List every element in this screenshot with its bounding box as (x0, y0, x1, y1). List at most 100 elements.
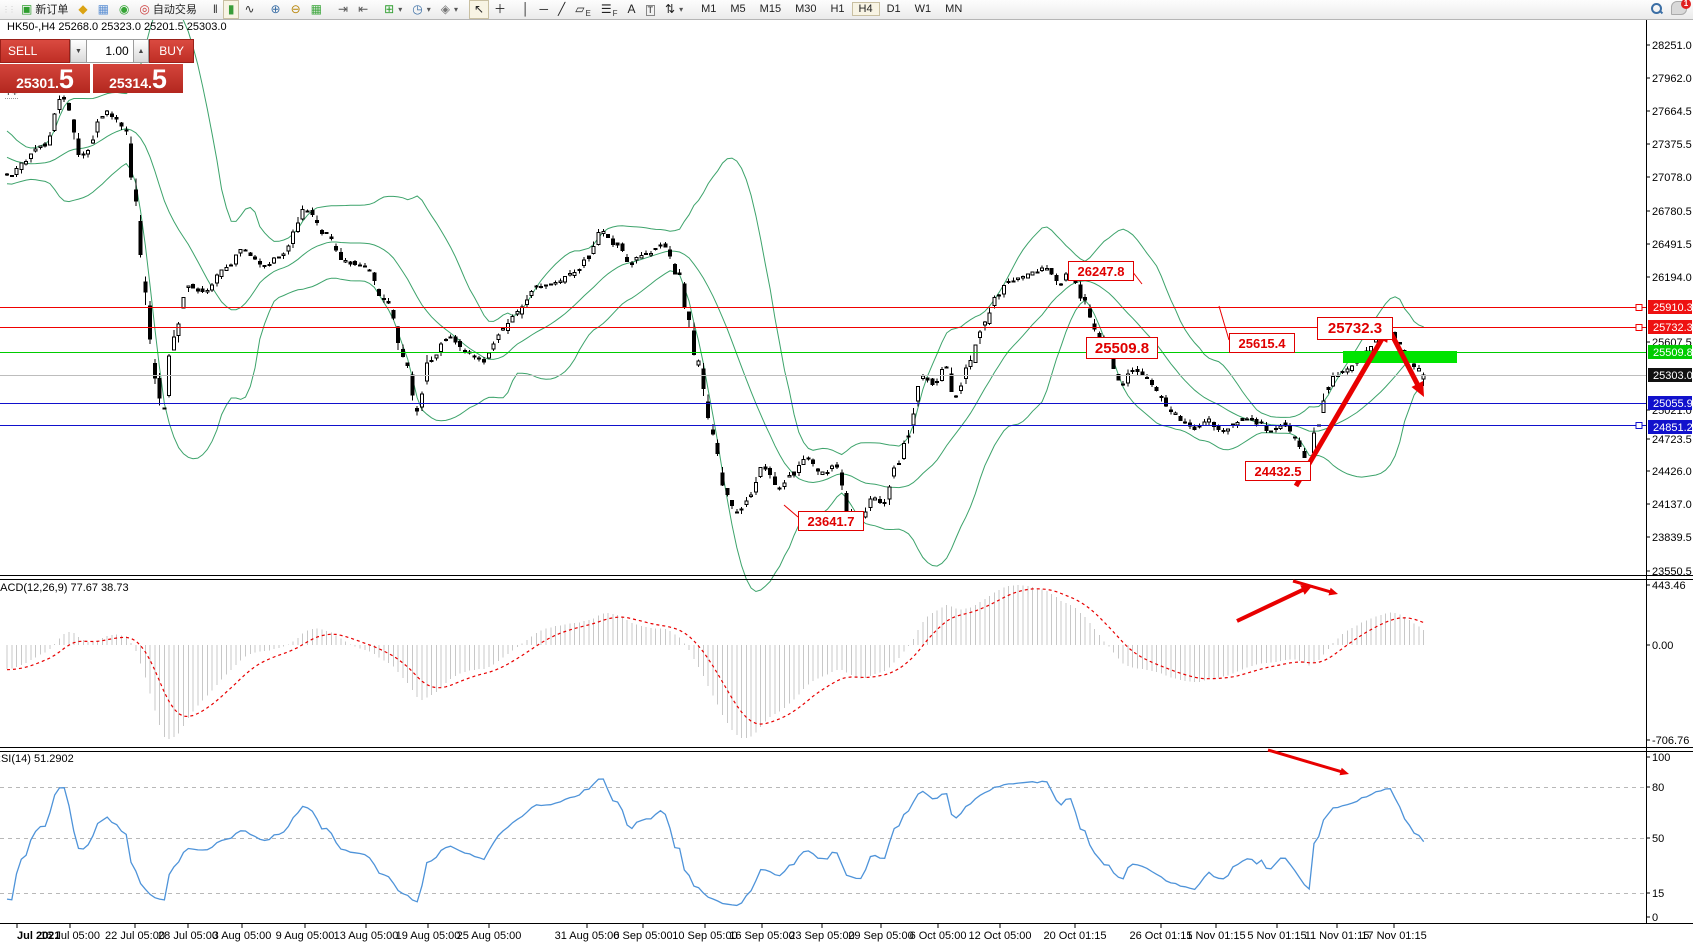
market-watch-button[interactable]: ◆ (73, 0, 92, 19)
chart-annotations[interactable] (783, 270, 1457, 776)
candle-body (186, 285, 191, 289)
time-axis-label: Jul 2021 (17, 930, 60, 942)
auto-trading-button[interactable]: ◎ 自动交易 (134, 0, 201, 19)
candle-body (1412, 363, 1417, 367)
candle-body (925, 377, 930, 381)
trend-arrow[interactable] (1292, 579, 1333, 594)
timeframe-m5-button[interactable]: M5 (730, 3, 746, 15)
horizontal-line-button[interactable]: ─ (535, 0, 554, 19)
sell-price-display[interactable]: 25301. 5 (0, 64, 90, 93)
candle-body (38, 145, 43, 148)
candle-body (405, 362, 410, 366)
line-chart-button[interactable]: ∿ (239, 0, 259, 19)
candle-body (715, 443, 720, 454)
price-badge (1648, 345, 1692, 359)
trend-arrow[interactable] (1236, 586, 1307, 623)
timeframe-m1-button[interactable]: M1 (701, 3, 717, 15)
level-line-handle[interactable] (1635, 304, 1643, 311)
timeframe-mn-button[interactable]: MN (945, 3, 963, 15)
template-button[interactable]: ◈ ▾ (436, 0, 463, 19)
candle-body (806, 457, 811, 460)
add-indicator-button[interactable]: ⊞ ▾ (379, 0, 407, 19)
candle-body (319, 229, 324, 234)
candle-body (386, 300, 391, 304)
candle-body (973, 344, 978, 363)
price-badge (1648, 396, 1692, 410)
candle-body (1302, 450, 1307, 459)
zoom-out-button[interactable]: ⊖ (286, 0, 306, 19)
candle-body (324, 232, 329, 235)
timeframe-m15-button[interactable]: M15 (759, 3, 782, 15)
arrows-object-button[interactable]: ⇅ ▾ (660, 0, 688, 19)
chart-shift-icon: ⇤ (358, 1, 369, 16)
timeframe-d1-button[interactable]: D1 (886, 3, 901, 15)
timeframe-toolbar: M1 M5 M15 M30 H1 H4 D1 W1 MN (694, 1, 969, 18)
price-callout-25615.4[interactable]: 25615.4 (1229, 333, 1295, 353)
zoom-in-button[interactable]: ⊕ (266, 0, 286, 19)
trend-arrow[interactable] (1267, 748, 1344, 774)
level-line-handle[interactable] (1635, 324, 1643, 331)
period-button[interactable]: ◷ ▾ (407, 0, 436, 19)
price-callout-25732.3[interactable]: 25732.3 (1317, 317, 1393, 340)
candle-body (157, 377, 162, 399)
price-axis-tick: 27962.0 (1652, 73, 1692, 85)
signal-button[interactable]: ◉ (114, 0, 134, 19)
candle-body (606, 233, 611, 239)
candle-body (553, 282, 558, 285)
buy-button[interactable]: BUY (149, 39, 194, 63)
new-order-button[interactable]: ▣ 新订单 (16, 0, 73, 19)
price-axis-tick: 26194.0 (1652, 272, 1692, 284)
channel-button[interactable]: ▱ E (570, 0, 596, 19)
time-axis-label: 12 Oct 05:00 (969, 930, 1032, 942)
timeframe-h4-button[interactable]: H4 (851, 2, 880, 16)
search-icon[interactable] (1650, 2, 1663, 15)
sell-button[interactable]: SELL (0, 39, 71, 63)
candle-body (834, 464, 839, 468)
auto-trading-button-label: 自动交易 (152, 4, 197, 16)
price-axis-tick: 24426.0 (1652, 466, 1692, 478)
time-axis-label: 11 Nov 01:15 (1305, 930, 1370, 942)
price-badge (1648, 420, 1692, 434)
trend-arrow[interactable] (1293, 334, 1387, 488)
volume-down-button[interactable]: ▼ (70, 39, 87, 63)
volume-up-button[interactable]: ▲ (132, 39, 150, 63)
price-callout-25509.8[interactable]: 25509.8 (1086, 337, 1158, 359)
volume-input[interactable] (86, 39, 133, 63)
price-callout-26247.8[interactable]: 26247.8 (1068, 261, 1134, 281)
chart-window-button[interactable]: ▦ (93, 0, 114, 19)
candlestick-chart-button[interactable]: ▮ (222, 0, 240, 19)
auto-scroll-button[interactable]: ⇥ (333, 0, 353, 19)
buy-price-display[interactable]: 25314. 5 (93, 64, 183, 93)
time-axis-label: 1 Nov 01:15 (1186, 930, 1245, 942)
trend-arrow-head (1339, 767, 1349, 776)
candle-body (615, 242, 620, 246)
chart-shift-button[interactable]: ⇤ (353, 0, 373, 19)
timeframe-h1-button[interactable]: H1 (830, 3, 845, 15)
rsi-axis-tick: 0 (1652, 912, 1658, 924)
timeframe-w1-button[interactable]: W1 (914, 3, 932, 15)
candle-body (171, 336, 176, 351)
candle-body (1269, 430, 1274, 433)
time-axis-label: 26 Oct 01:15 (1130, 930, 1193, 942)
cursor-button[interactable]: ↖ (468, 0, 490, 19)
candle-body (1063, 273, 1068, 281)
text-label-button[interactable]: T (641, 1, 661, 20)
timeframe-m30-button[interactable]: M30 (795, 3, 817, 15)
notifications-icon[interactable]: 1 (1671, 0, 1691, 15)
crosshair-button[interactable]: ＋ (489, 0, 511, 19)
trendline-button[interactable]: ╱ (553, 0, 570, 19)
text-button[interactable]: A (623, 0, 641, 19)
trend-arrow[interactable] (1388, 331, 1422, 390)
tile-windows-button[interactable]: ▦ (306, 0, 327, 19)
candle-body (959, 385, 963, 392)
fibonacci-button[interactable]: ☰ F (596, 0, 623, 19)
candle-body (658, 244, 663, 247)
price-callout-24432.5[interactable]: 24432.5 (1245, 461, 1311, 481)
price-callout-23641.7[interactable]: 23641.7 (798, 511, 864, 531)
price-level-lines[interactable] (0, 304, 1646, 429)
level-line-handle[interactable] (1635, 422, 1643, 429)
time-axis-label: 3 Aug 05:00 (213, 930, 272, 942)
candle-body (739, 508, 744, 511)
bar-chart-button[interactable]: ‖ (208, 0, 223, 19)
vertical-line-button[interactable]: │ (517, 0, 535, 19)
